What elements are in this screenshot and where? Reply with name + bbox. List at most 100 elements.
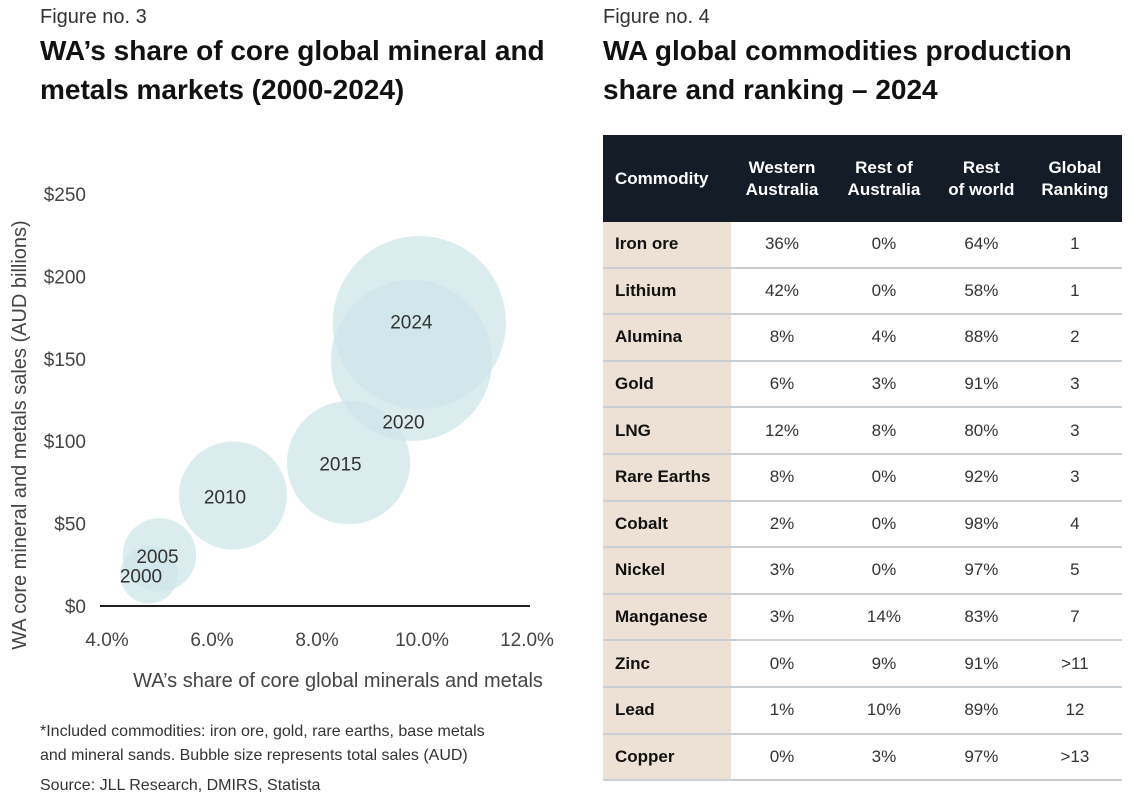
- table-row: Manganese 3% 14% 83% 7: [603, 593, 1122, 642]
- table-title: WA global commodities production share an…: [603, 31, 1072, 109]
- y-tick-label: $250: [44, 185, 86, 206]
- source: Source: JLL Research, DMIRS, Statista: [40, 777, 321, 794]
- figure-label: Figure no. 4: [603, 6, 710, 28]
- value-cell: 8%: [731, 314, 833, 362]
- value-cell: 91%: [934, 360, 1028, 409]
- value-cell: 64%: [934, 222, 1028, 269]
- figure-label: Figure no. 3: [40, 6, 147, 28]
- value-cell: 0%: [731, 640, 833, 688]
- header-line: Western: [748, 157, 816, 177]
- value-cell: 3: [1027, 360, 1122, 409]
- value-cell: >13: [1027, 733, 1122, 782]
- value-cell: 4%: [832, 314, 935, 362]
- table-row: Lead 1% 10% 89% 12: [603, 686, 1122, 735]
- x-axis-label: WA’s share of core global minerals and m…: [133, 670, 543, 692]
- header-line: Rest of: [855, 157, 913, 177]
- table-row: Lithium 42% 0% 58% 1: [603, 267, 1122, 316]
- value-cell: 3%: [731, 593, 833, 642]
- value-cell: 98%: [934, 500, 1028, 549]
- value-cell: 4: [1027, 500, 1122, 549]
- value-cell: 0%: [832, 547, 935, 595]
- value-cell: 14%: [832, 593, 935, 642]
- value-cell: 42%: [731, 267, 833, 316]
- table-row: Alumina 8% 4% 88% 2: [603, 314, 1122, 362]
- header-line: Ranking: [1041, 179, 1109, 199]
- column-header: Global Ranking: [1027, 135, 1122, 222]
- table-row: Cobalt 2% 0% 98% 4: [603, 500, 1122, 549]
- header-line: Australia: [745, 179, 819, 199]
- value-cell: 3%: [832, 733, 935, 782]
- value-cell: 0%: [832, 222, 935, 269]
- bubble-label: 2000: [120, 567, 162, 588]
- header-line: Rest: [962, 157, 1000, 177]
- value-cell: 12: [1027, 686, 1122, 735]
- chart-title-line: metals markets (2000-2024): [40, 74, 405, 105]
- value-cell: 1: [1027, 222, 1122, 269]
- commodities-table: Commodity Western Australia Rest of Australi…: [603, 135, 1122, 782]
- value-cell: >11: [1027, 640, 1122, 688]
- chart-title-line: WA’s share of core global mineral and: [40, 35, 545, 66]
- table-row: Iron ore 36% 0% 64% 1: [603, 222, 1122, 269]
- value-cell: 91%: [934, 640, 1028, 688]
- bubble-2005: [122, 518, 197, 592]
- value-cell: 89%: [934, 686, 1028, 735]
- y-axis-label: WA core mineral and metals sales (AUD bi…: [9, 220, 31, 649]
- value-cell: 80%: [934, 407, 1028, 455]
- chart-title: WA’s share of core global mineral and met…: [40, 31, 545, 109]
- table-row: Copper 0% 3% 97% >13: [603, 733, 1122, 782]
- value-cell: 12%: [731, 407, 833, 455]
- bubble-label: 2015: [319, 455, 361, 476]
- commodity-cell: Manganese: [603, 593, 731, 642]
- value-cell: 6%: [731, 360, 833, 409]
- commodity-cell: Gold: [603, 360, 731, 409]
- x-tick-label: 12.0%: [500, 630, 554, 651]
- table-header: Commodity Western Australia Rest of Australi…: [603, 135, 1122, 222]
- y-tick-label: $0: [65, 597, 86, 618]
- header-line: Commodity: [615, 168, 709, 188]
- value-cell: 88%: [934, 314, 1028, 362]
- column-header: Rest of world: [934, 135, 1028, 222]
- header-line: of world: [948, 179, 1015, 199]
- y-tick-label: $50: [54, 515, 86, 536]
- value-cell: 2: [1027, 314, 1122, 362]
- column-header: Western Australia: [731, 135, 833, 222]
- bubble-2010: [178, 441, 288, 550]
- table-row: Nickel 3% 0% 97% 5: [603, 547, 1122, 595]
- commodity-cell: Iron ore: [603, 222, 731, 269]
- commodity-cell: Zinc: [603, 640, 731, 688]
- table-title-line: share and ranking – 2024: [603, 74, 938, 105]
- commodity-cell: LNG: [603, 407, 731, 455]
- value-cell: 0%: [832, 500, 935, 549]
- value-cell: 3%: [832, 360, 935, 409]
- value-cell: 0%: [731, 733, 833, 782]
- bubble-label: 2020: [382, 412, 424, 433]
- table-row: Gold 6% 3% 91% 3: [603, 360, 1122, 409]
- footnote: *Included commodities: iron ore, gold, r…: [40, 720, 485, 768]
- value-cell: 97%: [934, 733, 1028, 782]
- value-cell: 36%: [731, 222, 833, 269]
- commodity-cell: Cobalt: [603, 500, 731, 549]
- value-cell: 3%: [731, 547, 833, 595]
- x-tick-label: 4.0%: [85, 630, 128, 651]
- table-row: LNG 12% 8% 80% 3: [603, 407, 1122, 455]
- x-tick-label: 6.0%: [190, 630, 233, 651]
- x-tick-label: 8.0%: [295, 630, 338, 651]
- table-row: Zinc 0% 9% 91% >11: [603, 640, 1122, 688]
- header-line: Global: [1048, 157, 1102, 177]
- value-cell: 97%: [934, 547, 1028, 595]
- commodity-cell: Alumina: [603, 314, 731, 362]
- bubble-label: 2010: [204, 488, 246, 509]
- value-cell: 8%: [731, 453, 833, 502]
- value-cell: 5: [1027, 547, 1122, 595]
- value-cell: 0%: [832, 453, 935, 502]
- value-cell: 7: [1027, 593, 1122, 642]
- value-cell: 58%: [934, 267, 1028, 316]
- value-cell: 1: [1027, 267, 1122, 316]
- value-cell: 10%: [832, 686, 935, 735]
- column-header: Commodity: [603, 135, 731, 222]
- y-tick-label: $100: [44, 432, 86, 453]
- value-cell: 8%: [832, 407, 935, 455]
- value-cell: 9%: [832, 640, 935, 688]
- footnote-line: *Included commodities: iron ore, gold, r…: [40, 723, 485, 740]
